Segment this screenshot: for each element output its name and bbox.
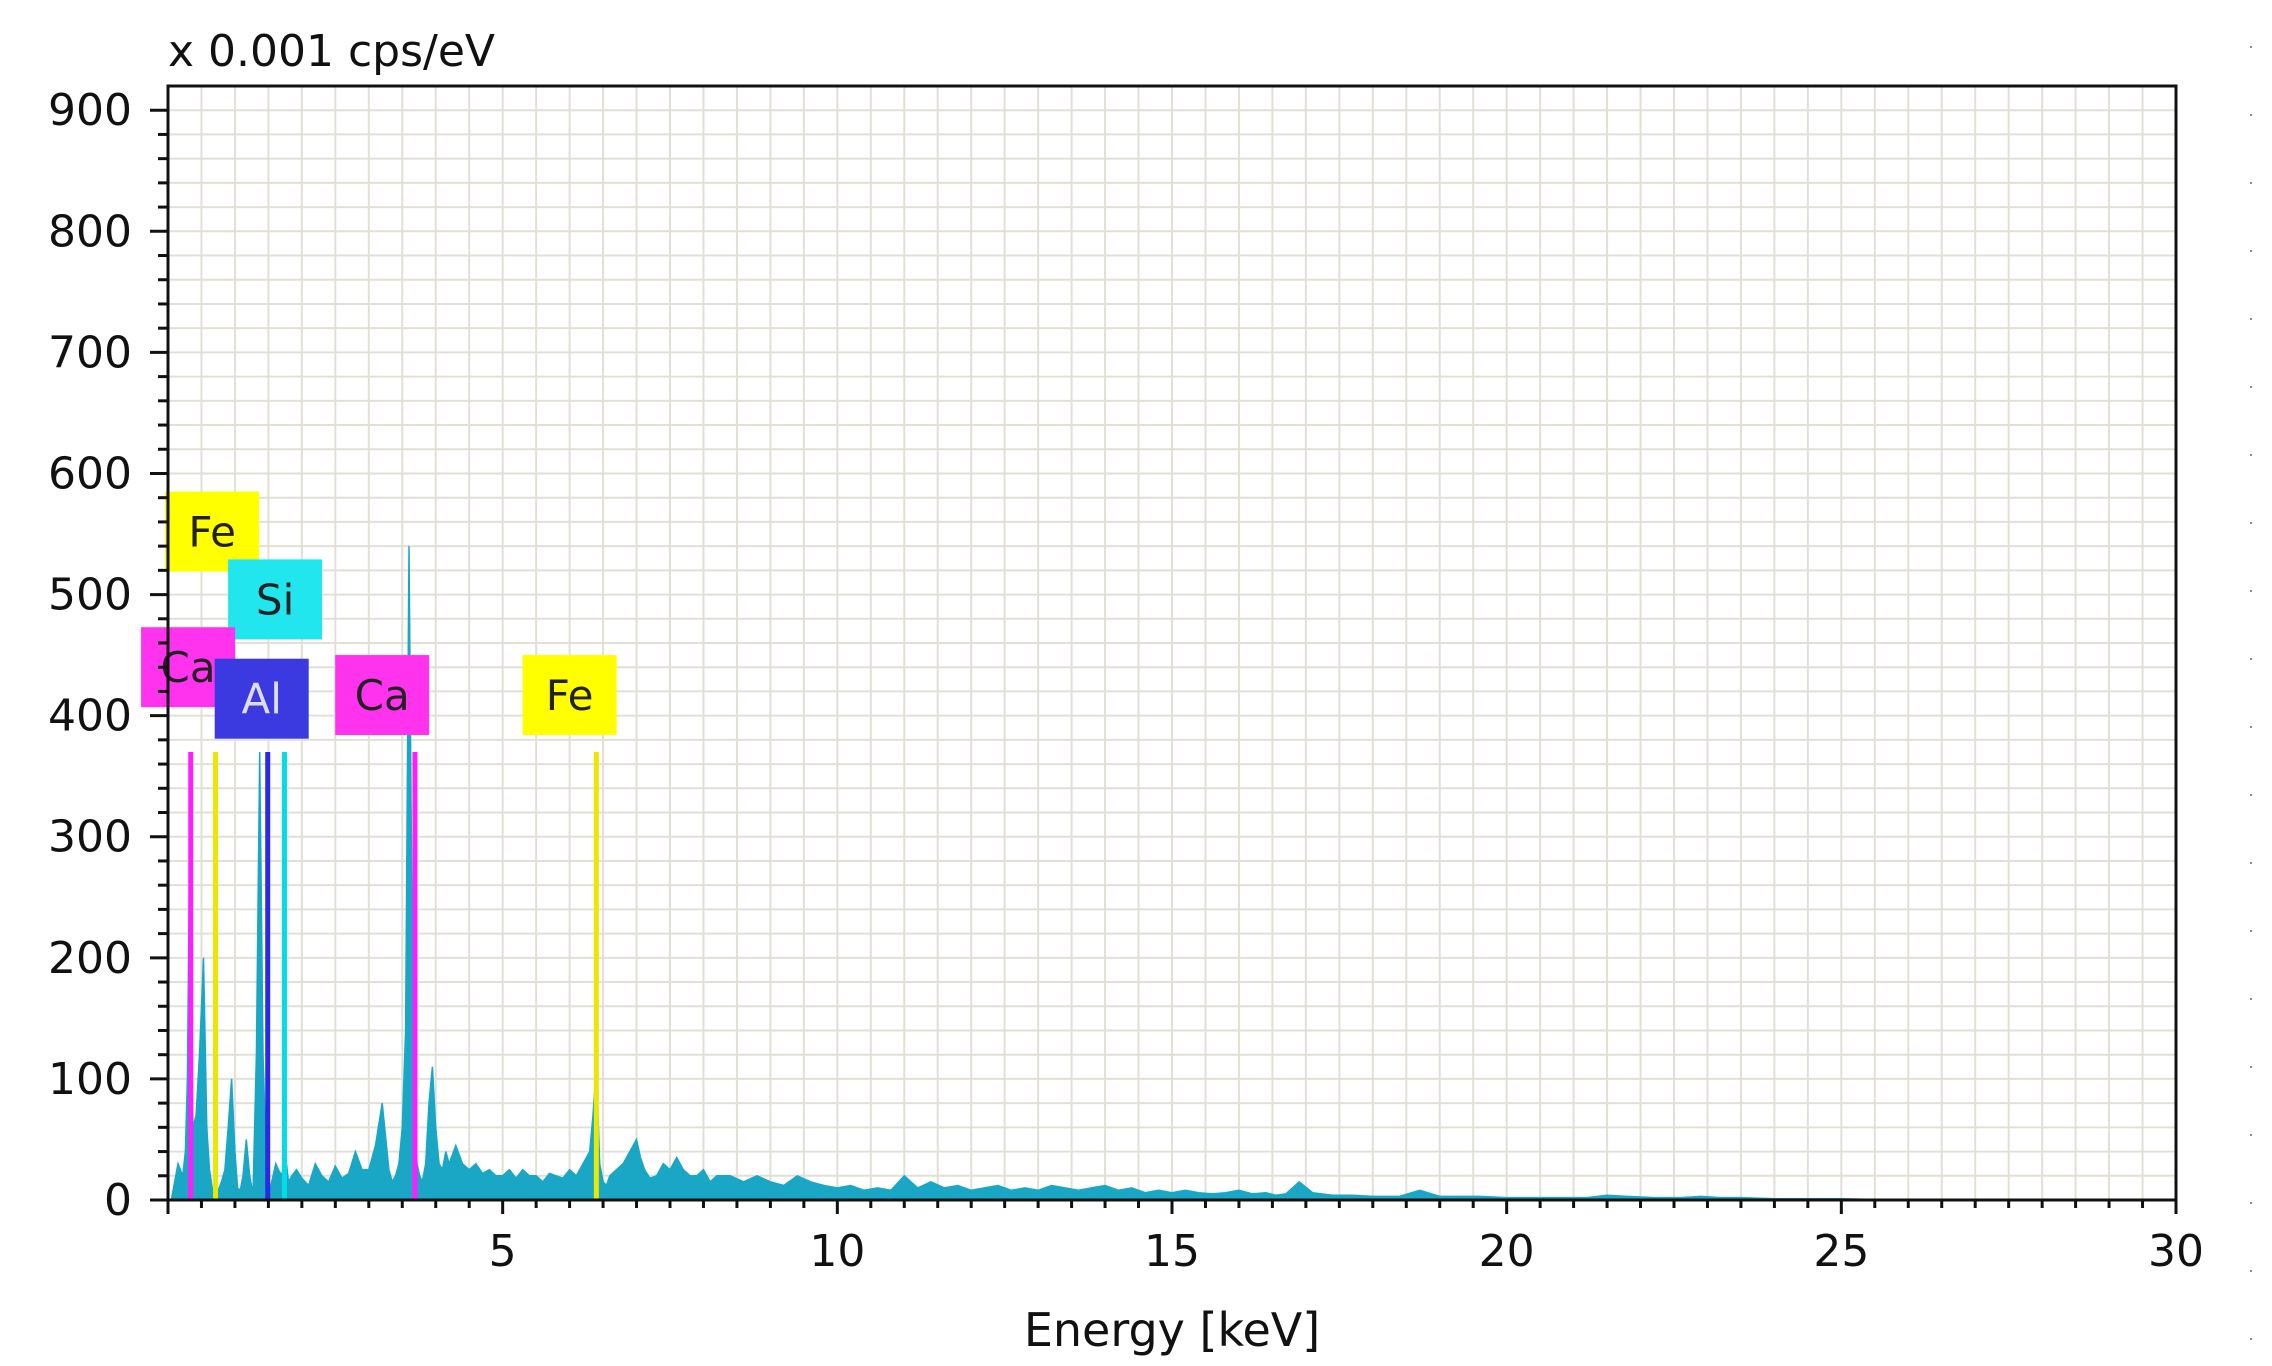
element-label-text: Al (242, 675, 282, 724)
y-axis-ticks: 0 100 200 300 400 500 600 700 800 900 (48, 85, 168, 1226)
y-tick-label: 400 (48, 691, 132, 742)
element-label-box (228, 559, 323, 640)
element-label-text: Fe (546, 671, 594, 720)
x-tick-label: 30 (2148, 1226, 2204, 1277)
grid-lines (168, 86, 2176, 1200)
y-tick-label: 500 (48, 570, 132, 621)
edge-dot (2250, 862, 2252, 864)
edge-dot (2250, 930, 2252, 932)
edge-dot (2250, 182, 2252, 184)
y-tick-label: 0 (104, 1175, 132, 1226)
element-label-al: Al (214, 658, 309, 739)
element-label-box (522, 655, 617, 736)
element-label-text: Ca (161, 643, 216, 692)
y-tick-label: 200 (48, 933, 132, 984)
element-lines-layer (188, 751, 599, 1200)
edge-dot (2250, 1202, 2252, 1204)
edge-dot (2250, 726, 2252, 728)
edge-dot (2250, 1338, 2252, 1340)
edge-dot (2250, 46, 2252, 48)
element-label-fe: Fe (165, 491, 260, 572)
edge-dot (2250, 1066, 2252, 1068)
x-tick-label: 15 (1144, 1226, 1200, 1277)
element-label-text: Si (256, 575, 294, 624)
y-tick-label: 900 (48, 85, 132, 136)
element-label-ca: Ca (335, 655, 430, 736)
element-label-fe: Fe (522, 655, 617, 736)
element-label-box (214, 658, 309, 739)
element-label-box (335, 655, 430, 736)
y-tick-label: 600 (48, 448, 132, 499)
element-label-si: Si (228, 559, 323, 640)
x-tick-label: 25 (1813, 1226, 1869, 1277)
edge-dot (2250, 590, 2252, 592)
edge-dot (2250, 318, 2252, 320)
edge-dot (2250, 1270, 2252, 1272)
edge-dot (2250, 250, 2252, 252)
edge-dot (2250, 658, 2252, 660)
right-edge-dots (2250, 46, 2252, 1340)
edge-dot (2250, 386, 2252, 388)
y-unit-label: x 0.001 cps/eV (168, 26, 495, 77)
element-label-box (165, 491, 260, 572)
y-tick-label: 800 (48, 206, 132, 257)
y-tick-label: 300 (48, 812, 132, 863)
x-tick-label: 20 (1479, 1226, 1535, 1277)
element-labels-layer: Fe Si Ca Al Ca Fe (141, 491, 617, 739)
edge-dot (2250, 454, 2252, 456)
element-label-text: Ca (355, 671, 410, 720)
edge-dot (2250, 114, 2252, 116)
edge-dot (2250, 794, 2252, 796)
x-tick-label: 5 (489, 1226, 517, 1277)
y-tick-label: 700 (48, 327, 132, 378)
edge-dot (2250, 522, 2252, 524)
x-axis-title: Energy [keV] (1024, 1303, 1320, 1357)
x-tick-label: 10 (809, 1226, 865, 1277)
y-tick-label: 100 (48, 1054, 132, 1105)
element-label-text: Fe (188, 508, 236, 557)
edge-dot (2250, 1134, 2252, 1136)
x-axis-ticks: 5 10 15 20 25 30 (166, 1200, 2204, 1277)
edge-dot (2250, 998, 2252, 1000)
